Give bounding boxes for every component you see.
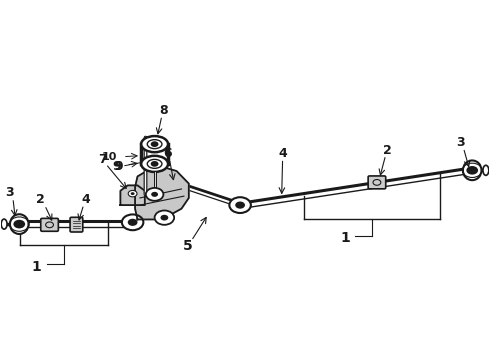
Text: 4: 4 bbox=[82, 193, 91, 206]
Text: 9: 9 bbox=[113, 160, 122, 173]
Circle shape bbox=[122, 215, 144, 230]
Polygon shape bbox=[121, 185, 145, 205]
Ellipse shape bbox=[1, 219, 7, 229]
Ellipse shape bbox=[483, 165, 489, 175]
Circle shape bbox=[155, 211, 174, 225]
Ellipse shape bbox=[141, 136, 168, 152]
Text: 3: 3 bbox=[457, 136, 465, 149]
Text: 1: 1 bbox=[31, 260, 41, 274]
Ellipse shape bbox=[10, 214, 28, 234]
Circle shape bbox=[151, 141, 159, 147]
Circle shape bbox=[128, 219, 138, 226]
Text: 2: 2 bbox=[383, 144, 392, 157]
FancyBboxPatch shape bbox=[41, 219, 58, 231]
Circle shape bbox=[13, 220, 25, 228]
Text: 5: 5 bbox=[183, 239, 193, 253]
Text: 2: 2 bbox=[36, 193, 45, 206]
Circle shape bbox=[229, 197, 251, 213]
Ellipse shape bbox=[147, 140, 162, 149]
Circle shape bbox=[151, 161, 159, 167]
Text: 10: 10 bbox=[101, 152, 117, 162]
Ellipse shape bbox=[147, 159, 162, 168]
Polygon shape bbox=[135, 167, 189, 220]
Circle shape bbox=[131, 192, 135, 195]
Circle shape bbox=[151, 192, 158, 197]
Text: 3: 3 bbox=[5, 186, 14, 199]
Circle shape bbox=[128, 190, 137, 197]
Text: 1: 1 bbox=[340, 231, 350, 245]
Text: 7: 7 bbox=[98, 153, 107, 166]
Text: 8: 8 bbox=[160, 104, 168, 117]
Circle shape bbox=[466, 166, 478, 175]
Text: 4: 4 bbox=[279, 147, 288, 160]
FancyBboxPatch shape bbox=[368, 176, 386, 189]
Text: 6: 6 bbox=[164, 147, 172, 160]
Circle shape bbox=[160, 215, 168, 221]
Ellipse shape bbox=[463, 161, 482, 180]
Ellipse shape bbox=[141, 156, 168, 172]
Circle shape bbox=[235, 202, 245, 209]
Text: 9: 9 bbox=[115, 160, 123, 173]
FancyBboxPatch shape bbox=[70, 217, 83, 232]
Circle shape bbox=[146, 188, 163, 201]
